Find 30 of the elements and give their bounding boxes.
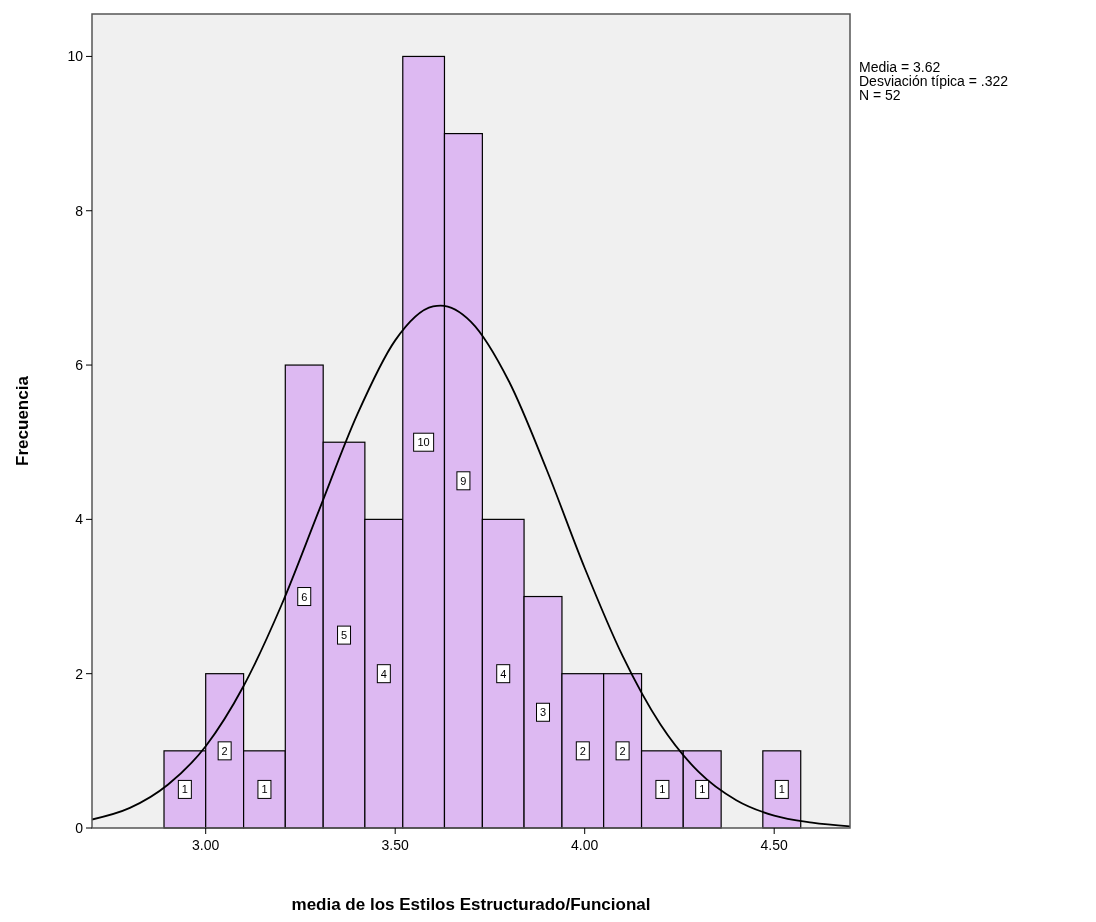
data-label: 3 bbox=[539, 706, 547, 719]
x-tick-label: 3.50 bbox=[381, 837, 410, 853]
x-tick-label: 4.00 bbox=[571, 837, 599, 853]
data-label: 9 bbox=[460, 474, 467, 487]
data-label: 4 bbox=[500, 667, 507, 680]
y-axis-title: Frecuencia bbox=[13, 375, 32, 466]
text: Desviación típica = .322 bbox=[859, 73, 1009, 89]
x-tick-label: 3.00 bbox=[192, 837, 220, 853]
y-tick-label: 4 bbox=[75, 511, 84, 528]
y-tick-label: 10 bbox=[67, 48, 84, 65]
y-tick-label: 6 bbox=[75, 357, 84, 374]
text: N = 52 bbox=[859, 87, 901, 103]
data-label: 1 bbox=[181, 783, 188, 796]
data-label: 2 bbox=[579, 744, 586, 757]
text: Media = 3.62 bbox=[859, 59, 941, 75]
x-tick-label: 4.50 bbox=[760, 837, 789, 853]
data-label: 4 bbox=[380, 667, 387, 680]
y-tick-label: 8 bbox=[75, 202, 84, 219]
data-label: 6 bbox=[301, 590, 308, 603]
data-label: 2 bbox=[221, 744, 228, 757]
data-label: 1 bbox=[778, 783, 785, 796]
x-axis-title: media de los Estilos Estructurado/Funcional bbox=[291, 895, 651, 914]
data-label: 1 bbox=[699, 783, 706, 796]
data-label: 1 bbox=[261, 783, 268, 796]
data-label: 1 bbox=[659, 783, 666, 796]
y-tick-label: 2 bbox=[75, 665, 84, 682]
data-label: 2 bbox=[619, 744, 626, 757]
data-label: 5 bbox=[340, 629, 348, 642]
data-label: 10 bbox=[417, 436, 430, 449]
y-tick-label: 0 bbox=[75, 820, 84, 836]
